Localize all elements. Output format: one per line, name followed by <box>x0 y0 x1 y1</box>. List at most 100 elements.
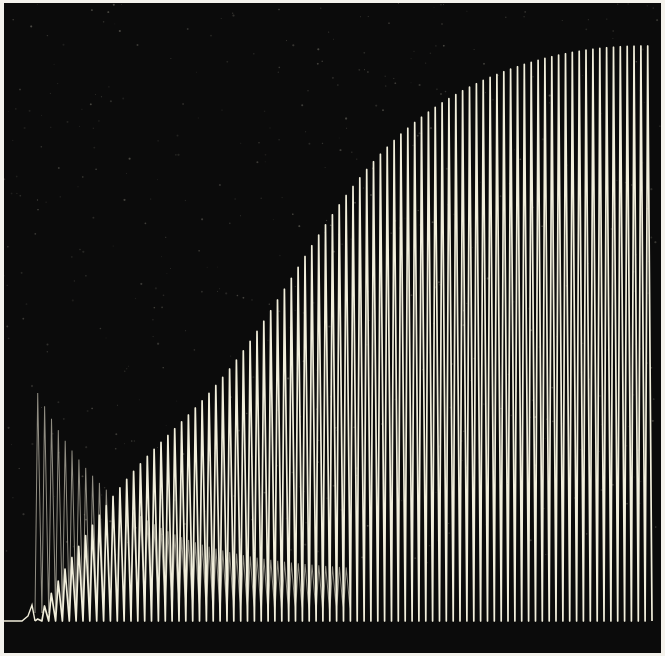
grain-speck <box>70 255 73 258</box>
grain-speck <box>79 125 80 127</box>
grain-speck <box>112 245 114 247</box>
grain-speck <box>53 63 55 65</box>
grain-speck <box>551 420 554 423</box>
grain-speck <box>240 142 242 144</box>
grain-speck <box>36 199 39 201</box>
grain-speck <box>545 553 547 555</box>
grain-speck <box>77 186 79 188</box>
grain-speck <box>524 10 527 13</box>
grain-speck <box>184 199 187 202</box>
grain-speck <box>20 271 23 274</box>
grain-speck <box>626 502 628 505</box>
grain-speck <box>492 98 494 101</box>
grain-speck <box>278 8 280 11</box>
grain-speck <box>153 306 156 309</box>
grain-speck <box>19 88 21 91</box>
grain-speck <box>384 75 386 77</box>
grain-speck <box>471 247 474 249</box>
grain-speck <box>410 294 413 297</box>
grain-speck <box>85 446 88 449</box>
grain-speck <box>50 126 52 128</box>
grain-speck <box>144 222 147 225</box>
grain-speck <box>586 533 588 535</box>
grain-speck <box>18 467 20 470</box>
grain-speck <box>4 178 6 181</box>
grain-speck <box>317 48 320 51</box>
grain-speck <box>321 60 323 63</box>
grain-speck <box>34 233 37 235</box>
grain-speck <box>263 491 266 494</box>
grain-speck <box>298 225 301 228</box>
grain-speck <box>281 197 283 199</box>
grain-speck <box>617 3 619 5</box>
grain-speck <box>193 349 196 351</box>
grain-speck <box>124 443 126 445</box>
grain-speck <box>103 487 106 489</box>
grain-speck <box>441 23 443 25</box>
grain-speck <box>393 77 395 80</box>
grain-speck <box>612 30 615 32</box>
grain-speck <box>358 68 361 71</box>
grain-speck <box>108 86 110 88</box>
grain-speck <box>279 254 281 257</box>
grain-speck <box>351 151 353 153</box>
grain-speck <box>286 40 287 42</box>
grain-speck <box>382 109 384 112</box>
main-trace-layer <box>34 45 653 622</box>
grain-speck <box>328 325 331 328</box>
grain-speck <box>124 370 126 372</box>
grain-speck <box>321 142 324 145</box>
grain-speck <box>134 297 137 300</box>
grain-speck <box>170 268 172 269</box>
grain-speck <box>431 221 434 224</box>
grain-speck <box>440 93 442 95</box>
grain-speck <box>246 412 248 415</box>
grain-speck <box>201 218 204 221</box>
grain-speck <box>90 9 93 12</box>
grain-speck <box>643 102 645 103</box>
grain-speck <box>51 432 54 435</box>
grain-speck <box>633 476 635 478</box>
grain-speck <box>152 318 154 321</box>
grain-speck <box>25 303 28 305</box>
grain-speck <box>161 306 163 309</box>
grain-speck <box>324 166 326 168</box>
grain-speck <box>121 3 123 5</box>
grain-speck <box>10 192 13 195</box>
grain-speck <box>165 236 167 238</box>
grain-speck <box>448 522 450 524</box>
grain-speck <box>220 17 222 19</box>
grain-speck <box>285 518 287 520</box>
grain-speck <box>418 83 421 87</box>
grain-speck <box>157 179 158 181</box>
grain-speck <box>543 508 545 510</box>
grain-speck <box>301 104 304 107</box>
grain-speck <box>101 494 103 496</box>
grain-speck <box>252 376 255 379</box>
grain-speck <box>513 301 515 303</box>
grain-speck <box>646 5 648 7</box>
grain-speck <box>428 545 431 547</box>
grain-speck <box>236 294 239 297</box>
grain-speck <box>600 489 603 491</box>
grain-speck <box>232 14 235 17</box>
grain-speck <box>4 275 5 277</box>
grain-speck <box>198 250 200 252</box>
grain-speck <box>346 127 348 129</box>
grain-speck <box>82 250 85 253</box>
grain-speck <box>413 50 415 53</box>
grain-speck <box>123 198 126 201</box>
grain-speck <box>412 144 414 147</box>
grain-speck <box>125 172 127 174</box>
grain-speck <box>5 550 8 552</box>
grain-speck <box>136 44 139 46</box>
grain-speck <box>166 272 168 274</box>
grain-speck <box>82 176 84 178</box>
grain-speck <box>127 365 130 367</box>
grain-speck <box>616 179 618 182</box>
grain-speck <box>290 548 293 551</box>
grain-speck <box>165 425 167 426</box>
grain-speck <box>6 325 9 328</box>
grain-speck <box>37 208 39 211</box>
grain-speck <box>541 138 544 141</box>
